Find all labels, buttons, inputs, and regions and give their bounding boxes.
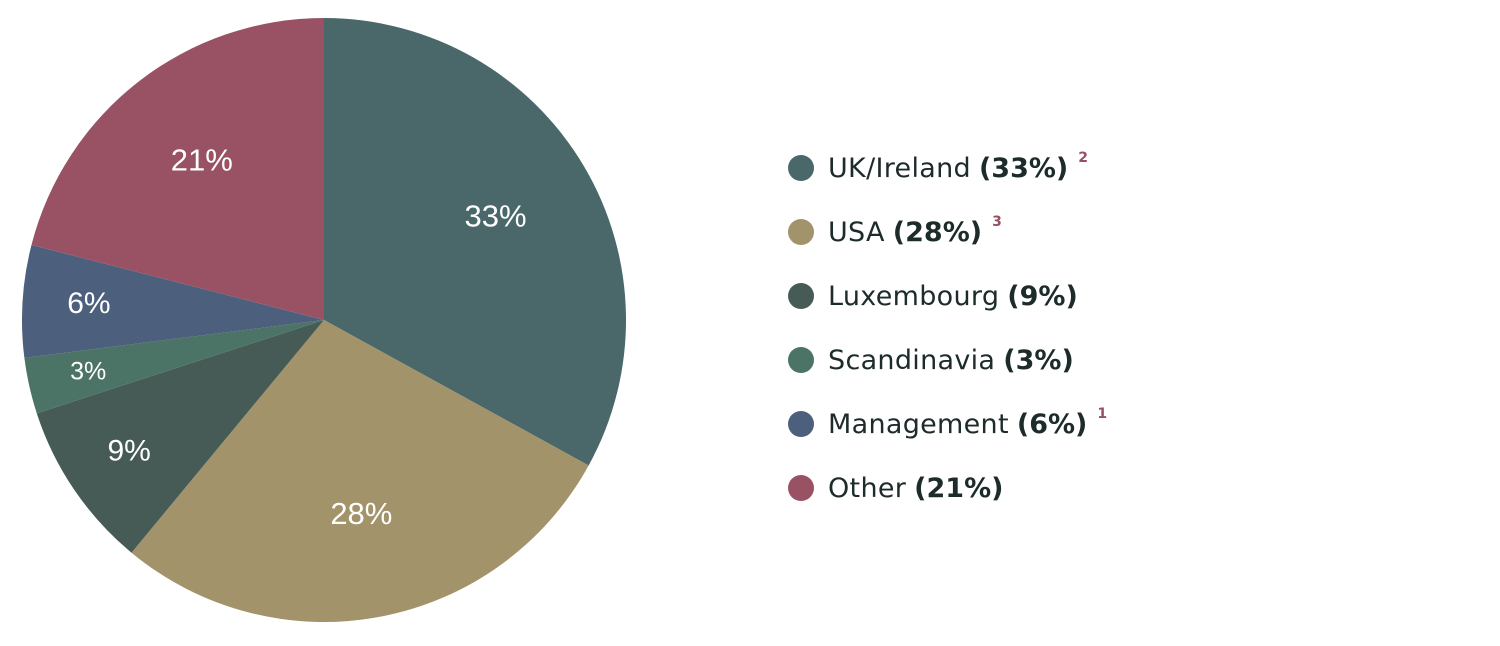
pie-slice-usa [131, 320, 589, 622]
pie-data-labels: 33% 28% 9% 3% 6% 21% [67, 143, 526, 531]
data-label-usa: 28% [330, 496, 392, 531]
legend-percent: (6%) [1016, 408, 1088, 440]
legend-item-scandinavia: Scandinavia (3%) [788, 328, 1107, 392]
legend-swatch [788, 411, 814, 437]
data-label-uk-ireland: 33% [465, 199, 527, 234]
pie-slice-luxembourg [36, 320, 324, 553]
data-label-scandinavia: 3% [70, 357, 106, 385]
legend-percent: (21%) [914, 472, 1004, 504]
legend-swatch [788, 347, 814, 373]
legend-item-uk-ireland: UK/Ireland (33%) 2 [788, 136, 1107, 200]
legend-percent: (28%) [892, 216, 983, 248]
legend-label: Scandinavia [828, 344, 996, 376]
data-label-other: 21% [171, 143, 233, 178]
footnote-marker: 1 [1097, 406, 1108, 422]
legend-item-other: Other (21%) [788, 456, 1107, 520]
legend-item-usa: USA (28%) 3 [788, 200, 1107, 264]
data-label-luxembourg: 9% [107, 434, 150, 467]
legend-label: USA [828, 216, 885, 248]
legend-swatch [788, 155, 814, 181]
chart-legend: UK/Ireland (33%) 2 USA (28%) 3 Luxembourg (9%) S… [788, 136, 1107, 520]
pie-slice-management [22, 244, 325, 358]
legend-percent: (33%) [978, 152, 1069, 184]
legend-item-management: Management (6%) 1 [788, 392, 1107, 456]
pie-slice-uk-ireland [324, 18, 626, 466]
legend-label: UK/Ireland [828, 152, 971, 184]
legend-swatch [788, 475, 814, 501]
legend-percent: (9%) [1007, 280, 1078, 312]
legend-swatch [788, 283, 814, 309]
footnote-marker: 2 [1078, 150, 1089, 166]
legend-item-luxembourg: Luxembourg (9%) [788, 264, 1107, 328]
pie-slice-other [31, 18, 324, 320]
pie-chart: 33% 28% 9% 3% 6% 21% [22, 18, 626, 622]
pie-slices [22, 18, 626, 622]
legend-swatch [788, 219, 814, 245]
legend-label: Management [828, 408, 1009, 440]
footnote-marker: 3 [992, 214, 1002, 230]
legend-label: Luxembourg [828, 280, 1000, 312]
legend-percent: (3%) [1003, 344, 1074, 376]
legend-label: Other [828, 472, 907, 504]
pie-slice-scandinavia [24, 320, 325, 414]
data-label-management: 6% [67, 287, 110, 320]
